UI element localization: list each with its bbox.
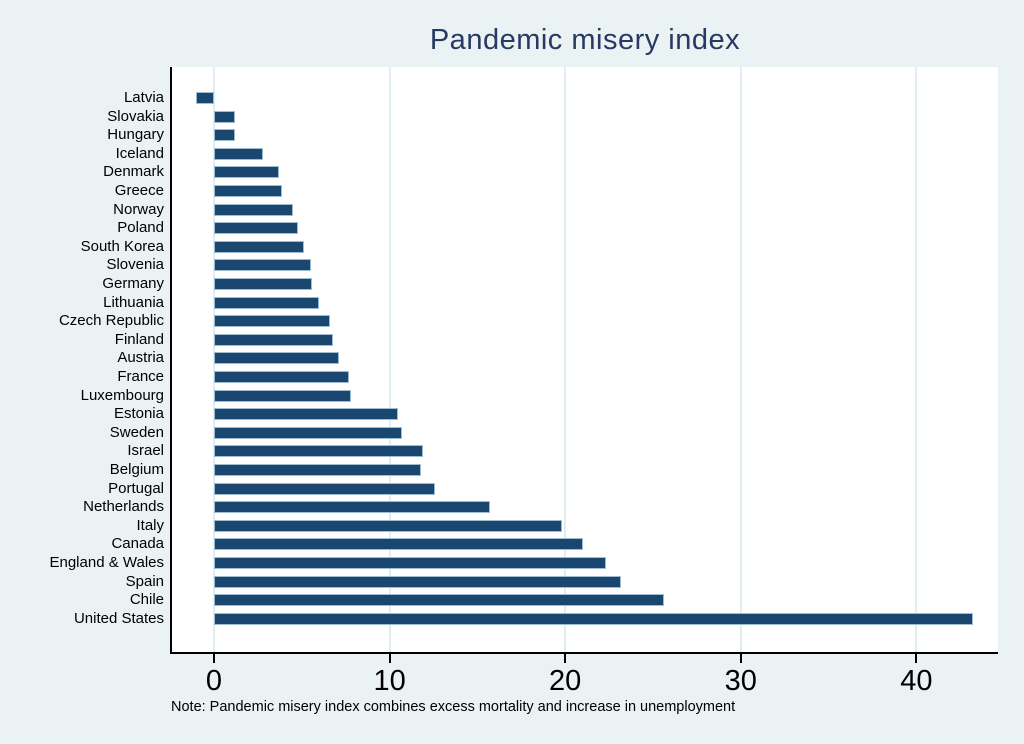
x-tick-label: 40 [900, 665, 933, 697]
y-axis-label: United States [73, 609, 164, 627]
bar [214, 166, 279, 179]
gridline [915, 67, 918, 652]
x-axis-tick [388, 654, 391, 663]
bar [214, 352, 339, 365]
bar [214, 408, 399, 421]
bar [214, 501, 490, 514]
y-axis-label: Slovenia [106, 256, 164, 274]
gridline [564, 67, 567, 652]
x-axis-tick [213, 654, 215, 663]
bar [214, 110, 236, 123]
y-axis-label: Slovakia [107, 107, 164, 125]
y-axis-label: Israel [127, 442, 164, 460]
chart-note: Note: Pandemic misery index combines exc… [171, 699, 736, 715]
y-axis-label: England & Wales [49, 554, 164, 571]
bar [214, 519, 562, 532]
y-axis-label: Canada [111, 535, 164, 553]
y-axis-label: Portugal [108, 479, 164, 497]
bar [214, 333, 334, 346]
bar [214, 203, 294, 216]
bar [214, 185, 283, 197]
x-tick-label: 30 [724, 665, 757, 697]
bar [214, 240, 304, 253]
y-axis-label: Norway [113, 200, 164, 218]
x-axis-tick [739, 654, 742, 663]
bar [214, 389, 351, 402]
bar [214, 464, 422, 476]
bar [214, 129, 236, 142]
bar [214, 445, 423, 458]
y-axis-label: Spain [125, 572, 164, 590]
y-axis-label: Austria [117, 349, 164, 367]
bar [214, 315, 330, 328]
bar [196, 92, 214, 104]
x-tick-label: 20 [549, 665, 582, 697]
y-axis-label: Denmark [103, 163, 164, 181]
y-axis-label: Iceland [115, 144, 164, 162]
bar [214, 594, 664, 607]
y-axis-label: Hungary [107, 126, 164, 144]
y-axis-label: Netherlands [83, 498, 164, 516]
y-axis-label: Luxembourg [80, 386, 164, 404]
bar [214, 147, 264, 160]
bar [214, 575, 622, 588]
x-axis-line [170, 652, 998, 654]
y-axis-label: Lithuania [103, 293, 164, 311]
y-axis-label: Poland [117, 219, 164, 237]
x-tick-label: 10 [373, 665, 406, 697]
chart-title: Pandemic misery index [429, 24, 741, 56]
bar [214, 278, 313, 290]
bar [214, 482, 436, 495]
y-axis-line [170, 67, 172, 654]
bar [214, 259, 311, 272]
bar [214, 426, 402, 439]
x-axis-tick [564, 654, 567, 663]
y-axis-label: Czech Republic [58, 312, 164, 330]
bar [214, 538, 583, 551]
y-axis-label: Chile [129, 591, 164, 609]
y-axis-label: Germany [102, 275, 164, 292]
y-axis-label: Estonia [113, 405, 164, 423]
y-axis-label: Finland [114, 330, 164, 348]
bar [214, 296, 320, 309]
y-axis-label: Sweden [109, 423, 164, 441]
bar [214, 371, 350, 383]
bar [214, 222, 299, 235]
x-axis-tick [915, 654, 918, 663]
y-axis-label: Latvia [123, 89, 164, 106]
plot-area: 0 10 20 30 40 Latvia Slovakia Hungary Iceland Den… [49, 67, 998, 696]
bar [214, 612, 973, 625]
x-tick-label: 0 [205, 665, 223, 697]
y-axis-label: Belgium [109, 461, 164, 478]
bar [214, 557, 606, 569]
y-axis-label: France [117, 368, 164, 385]
gridline [388, 67, 391, 652]
y-axis-label: Greece [114, 182, 164, 199]
gridline [739, 67, 742, 652]
y-axis-label: South Korea [80, 237, 164, 255]
y-axis-label: Italy [136, 516, 164, 534]
